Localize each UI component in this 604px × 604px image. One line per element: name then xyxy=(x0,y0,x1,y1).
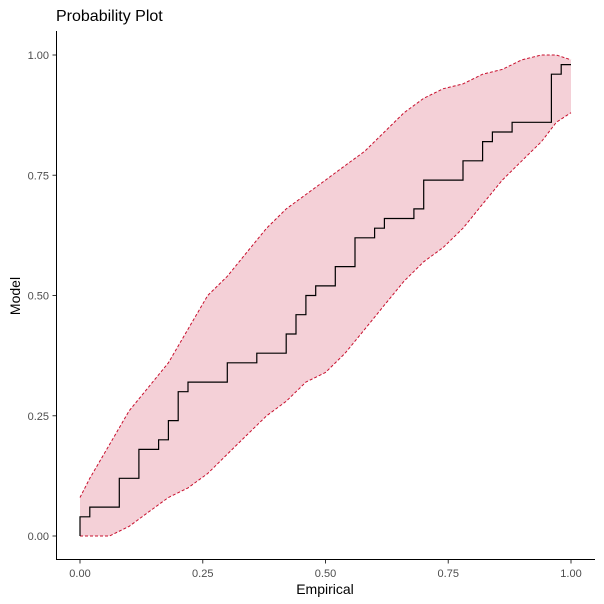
y-tick-label: 0.50 xyxy=(28,291,49,303)
x-axis-title: Empirical xyxy=(296,581,354,597)
y-tick-label: 0.25 xyxy=(28,411,49,423)
chart-title: Probability Plot xyxy=(56,8,163,25)
y-tick-label: 0.75 xyxy=(28,170,49,182)
plot-area xyxy=(79,54,572,537)
y-tick-label: 1.00 xyxy=(28,50,49,62)
band-lower-bound xyxy=(80,112,572,537)
y-axis-ticks: 0.00 0.25 0.50 0.75 1.00 xyxy=(28,50,57,543)
band-upper-bound xyxy=(79,54,572,498)
x-tick-label: 1.00 xyxy=(560,568,581,580)
confidence-band xyxy=(80,55,571,536)
x-axis-ticks: 0.00 0.25 0.50 0.75 1.00 xyxy=(69,559,582,580)
probability-step-line xyxy=(79,63,571,536)
x-tick-label: 0.50 xyxy=(315,568,336,580)
y-tick-label: 0.00 xyxy=(28,531,49,543)
y-axis-title: Model xyxy=(7,277,23,315)
x-tick-label: 0.25 xyxy=(192,568,213,580)
x-tick-label: 0.00 xyxy=(69,568,90,580)
x-tick-label: 0.75 xyxy=(438,568,459,580)
